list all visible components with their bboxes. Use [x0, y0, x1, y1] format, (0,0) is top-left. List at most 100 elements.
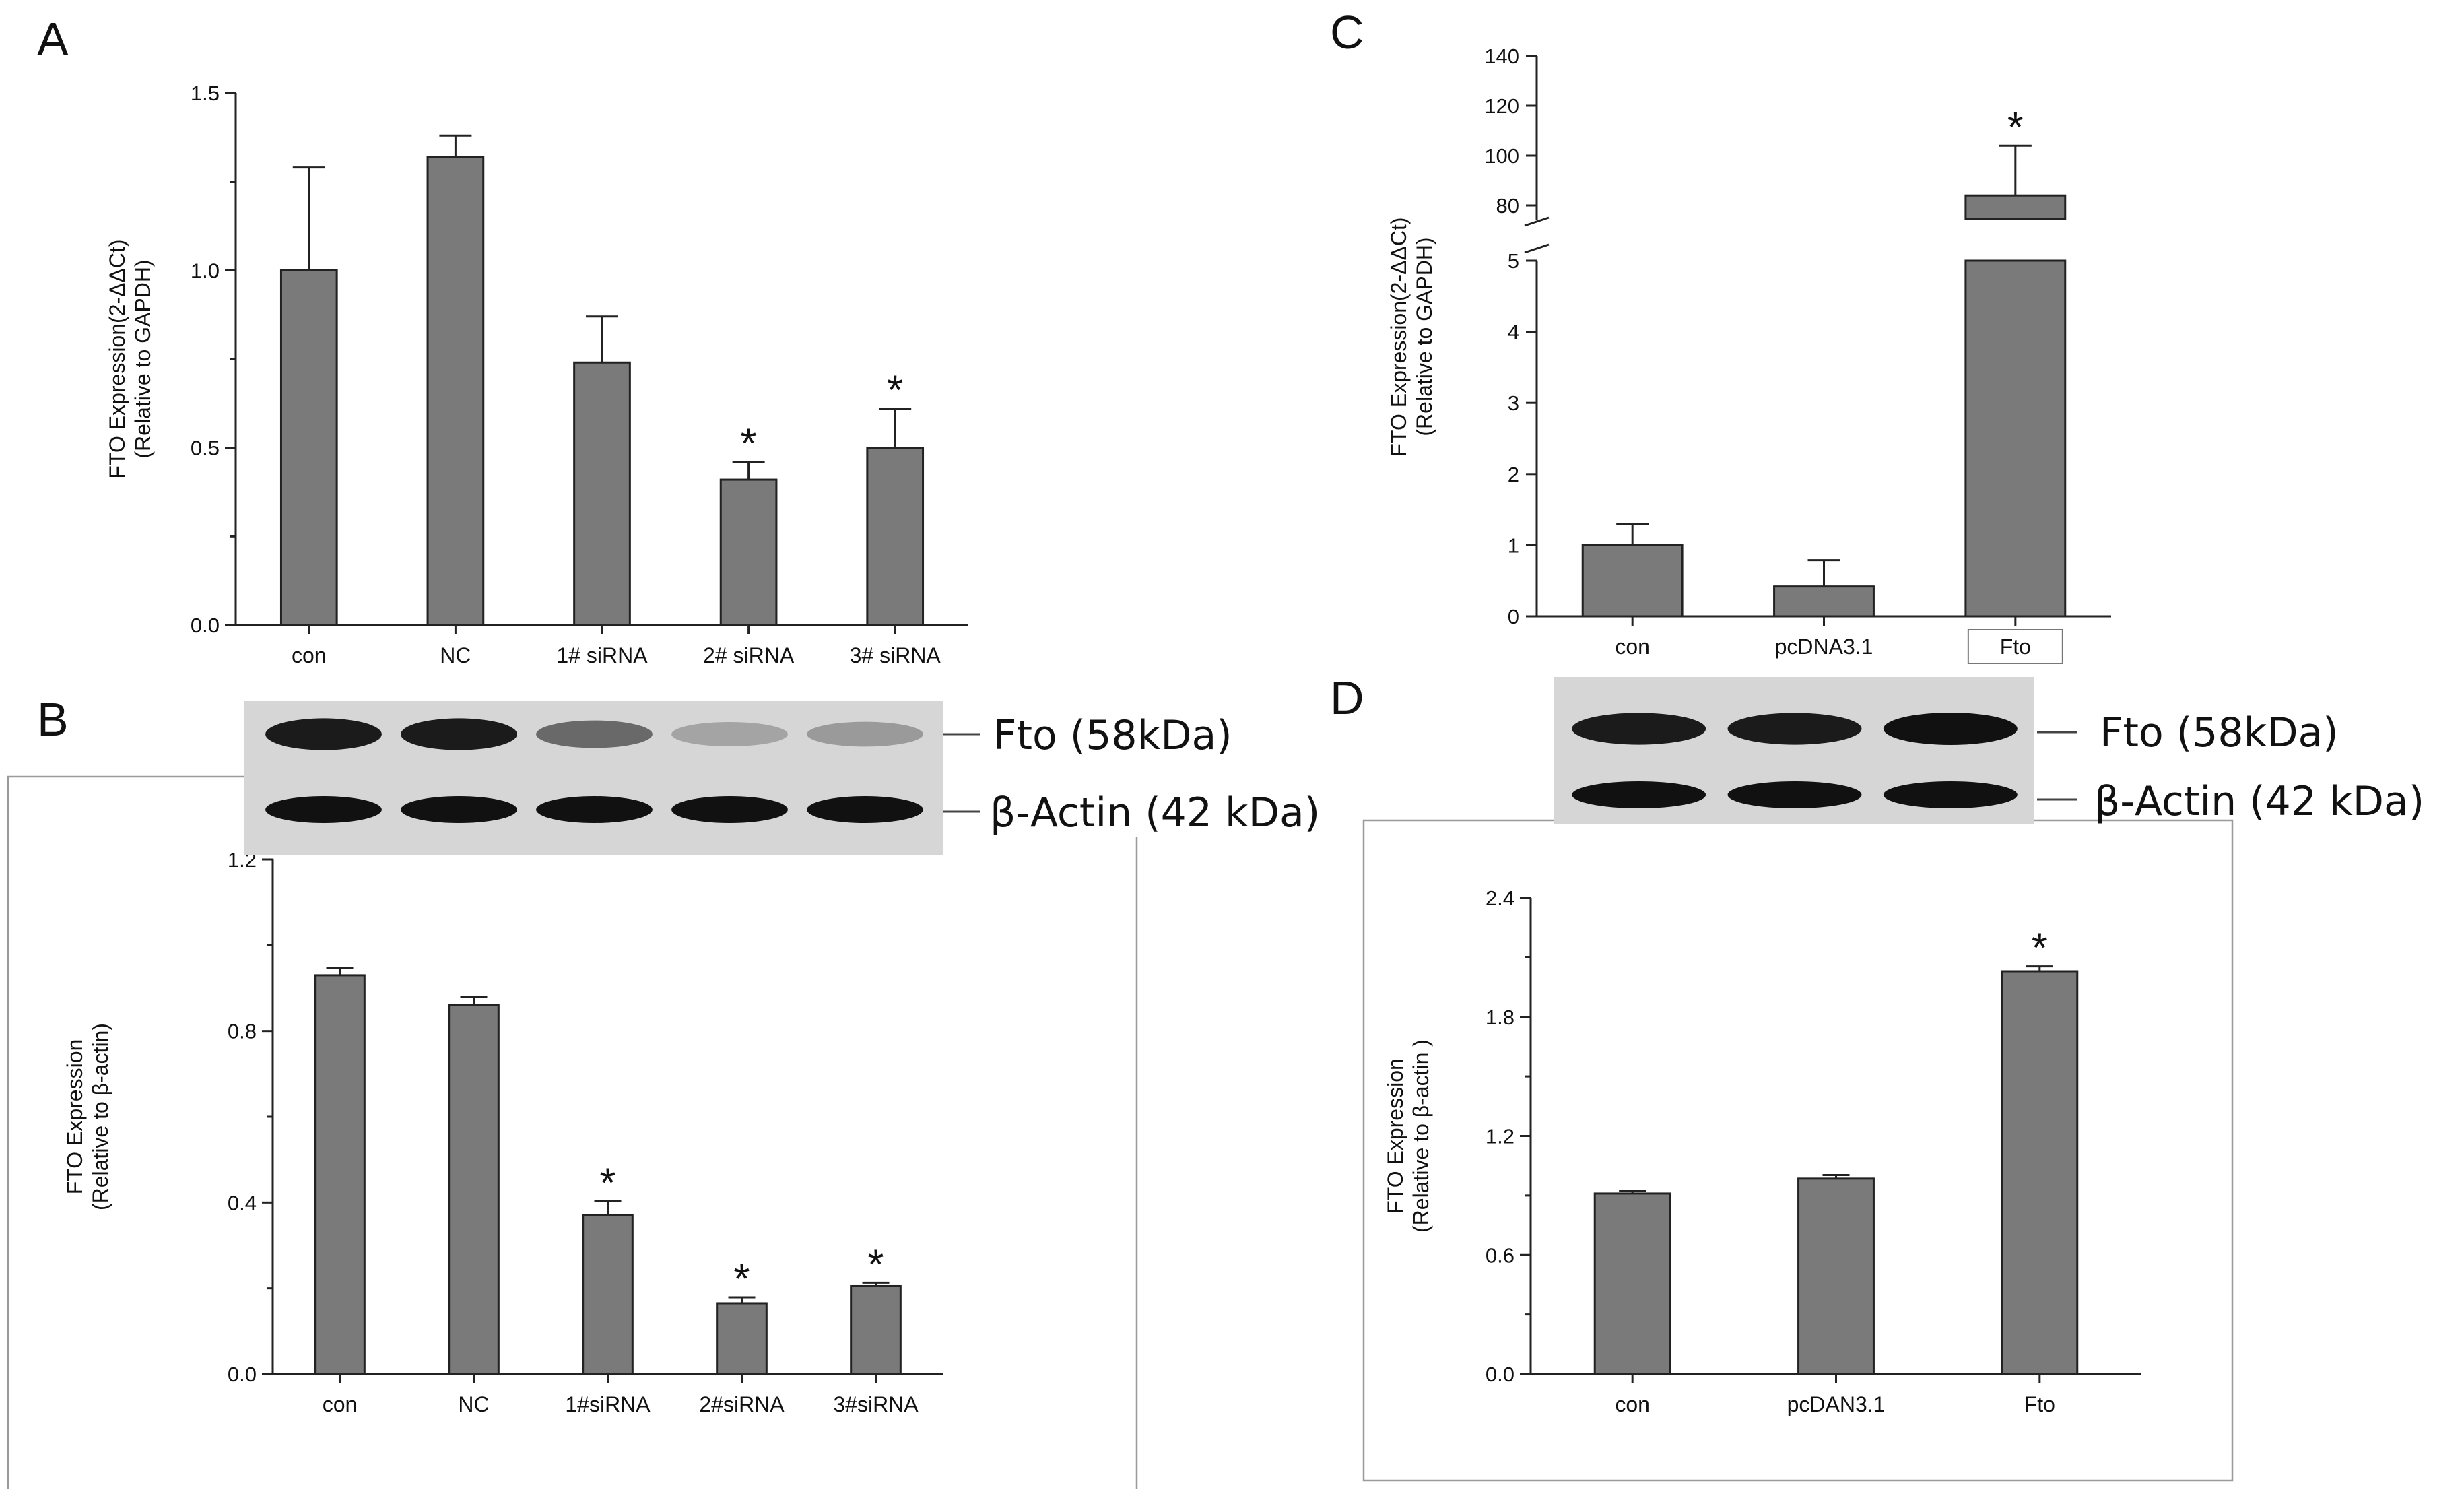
- chart-d-ylabel-line2: (Relative to β-actin ): [1409, 1039, 1433, 1233]
- chart-c-ytick-label: 2: [1508, 463, 1519, 486]
- chart-a-significance-star: *: [741, 421, 757, 467]
- chart-a-ylabel: FTO Expression(2-ΔΔCt): [105, 239, 129, 478]
- chart-a-bar: [279, 269, 338, 626]
- chart-b-xtick-label: NC: [458, 1392, 489, 1416]
- chart-d-ytick-label: 1.2: [1486, 1125, 1514, 1148]
- panel-letter-b: B: [37, 693, 69, 746]
- chart-a-bar: [573, 361, 631, 626]
- blot-d-actin-label: β-Actin (42 kDa): [2094, 778, 2424, 825]
- chart-b-xtick-label: con: [323, 1392, 358, 1416]
- chart-b-significance-star: *: [599, 1160, 615, 1206]
- chart-b-significance-star: *: [733, 1256, 750, 1303]
- chart-c-ytick-label: 0: [1508, 605, 1519, 628]
- chart-b-xtick-label: 3#siRNA: [833, 1392, 919, 1416]
- chart-a-xtick-label: 2# siRNA: [703, 643, 795, 667]
- blot-b-actin-band: [807, 796, 923, 823]
- panel-b-frame: [7, 775, 1138, 1489]
- blot-b-actin-band: [401, 796, 517, 823]
- chart-c-xtick-label: con: [1615, 634, 1650, 659]
- chart-a-significance-star: *: [887, 368, 903, 414]
- blot-b-fto-band: [265, 718, 382, 750]
- blot-d-fto-band: [1727, 713, 1862, 745]
- chart-d-ytick-label: 1.8: [1486, 1006, 1514, 1029]
- chart-a-ytick-label: 0.5: [191, 436, 220, 460]
- chart-c-ytick-label: 80: [1496, 194, 1519, 218]
- chart-c-significance-star: *: [2007, 104, 2024, 151]
- chart-c-bar-upper: [1964, 194, 2067, 220]
- chart-a-xtick-label: 1# siRNA: [556, 643, 648, 667]
- chart-d-ylabel: FTO Expression: [1383, 1058, 1407, 1214]
- chart-b-ylabel-line2: (Relative to β-actin): [88, 1023, 112, 1210]
- chart-a-ylabel-line2: (Relative to GAPDH): [131, 259, 155, 458]
- panel-letter-c: C: [1330, 6, 1364, 59]
- chart-b-xtick-label: 2#siRNA: [699, 1392, 785, 1416]
- chart-c-ytick-label: 140: [1484, 44, 1519, 68]
- chart-b-ytick-label: 0.0: [228, 1363, 257, 1386]
- chart-a-ytick-label: 1.5: [191, 82, 220, 105]
- chart-d-xtick-label: pcDAN3.1: [1787, 1392, 1886, 1416]
- chart-c-bar: [1964, 259, 2067, 618]
- chart-c-bar: [1773, 585, 1875, 618]
- western-blot-b: Fto (58kDa) β-Actin (42 kDa): [244, 701, 1320, 855]
- chart-d-bar: [1797, 1177, 1875, 1375]
- chart-a-bar: [866, 447, 925, 626]
- chart-c-ytick-label: 3: [1508, 391, 1519, 415]
- blot-b-fto-label: Fto (58kDa): [993, 712, 1232, 759]
- blot-b-fto-band: [536, 720, 653, 748]
- chart-b-bar: [716, 1302, 768, 1375]
- chart-a-ytick-label: 1.0: [191, 259, 220, 282]
- chart-c-ylabel-line2: (Relative to GAPDH): [1412, 237, 1436, 436]
- chart-panel-a: 0.0 0.5 1.0 1.5 con NC 1# siRNA 2# siRNA * 3# siR…: [105, 82, 968, 667]
- chart-c-ytick-label: 5: [1508, 249, 1519, 273]
- blot-b-fto-band: [401, 718, 517, 750]
- chart-b-ytick-label: 0.8: [228, 1020, 257, 1043]
- chart-c-ytick-label: 120: [1484, 94, 1519, 118]
- chart-d-xtick-label: Fto: [2024, 1392, 2055, 1416]
- blot-b-actin-band: [671, 796, 788, 823]
- panel-letter-d: D: [1330, 672, 1364, 724]
- blot-d-actin-band: [1883, 781, 2018, 808]
- blot-b-actin-label: β-Actin (42 kDa): [990, 789, 1320, 837]
- chart-b-significance-star: *: [867, 1241, 884, 1288]
- chart-b-ytick-label: 0.4: [228, 1191, 257, 1214]
- blot-b-actin-band: [536, 796, 653, 823]
- chart-c-xtick-label: Fto: [2000, 634, 2031, 659]
- chart-b-bar: [314, 974, 366, 1375]
- blot-b-actin-band: [265, 796, 382, 823]
- chart-d-bar: [2001, 970, 2079, 1375]
- chart-c-axis-break-mark: [1524, 216, 1550, 227]
- chart-d-xtick-label: con: [1615, 1392, 1650, 1416]
- chart-c-ylabel: FTO Expression(2-ΔΔCt): [1387, 217, 1411, 456]
- blot-b-fto-band: [807, 721, 923, 747]
- chart-a-ytick-label: 0.0: [191, 614, 220, 637]
- chart-c-ytick-label: 100: [1484, 144, 1519, 168]
- blot-d-fto-label: Fto (58kDa): [2100, 709, 2339, 756]
- chart-a-xtick-label: NC: [440, 643, 471, 667]
- chart-c-xtick-label: pcDNA3.1: [1775, 634, 1873, 659]
- chart-d-ytick-label: 2.4: [1486, 886, 1514, 910]
- chart-c-axis-break-mark: [1524, 243, 1550, 254]
- chart-a-bar: [719, 478, 778, 626]
- chart-d-bar: [1593, 1192, 1671, 1375]
- western-blot-d: Fto (58kDa) β-Actin (42 kDa): [1554, 677, 2424, 825]
- chart-b-bar: [448, 1004, 500, 1375]
- chart-c-bar: [1581, 544, 1684, 618]
- chart-b-ylabel: FTO Expression: [63, 1039, 87, 1195]
- blot-b-bands: [265, 718, 923, 823]
- chart-c-ytick-label: 1: [1508, 533, 1519, 557]
- chart-c-ytick-label: 4: [1508, 321, 1519, 344]
- chart-b-bar: [850, 1284, 902, 1375]
- panel-letter-a: A: [37, 13, 69, 65]
- chart-b-bar: [582, 1214, 634, 1375]
- chart-d-ytick-label: 0.6: [1486, 1243, 1514, 1267]
- chart-a-bar: [426, 156, 485, 626]
- chart-d-ytick-label: 0.0: [1486, 1363, 1514, 1386]
- blot-d-bands: [1572, 713, 2018, 808]
- blot-d-actin-band: [1572, 781, 1706, 808]
- blot-b-fto-band: [671, 722, 788, 746]
- blot-d-actin-band: [1727, 781, 1862, 808]
- chart-a-xtick-label: 3# siRNA: [850, 643, 941, 667]
- chart-c-xtick-label-box: [1967, 629, 2063, 664]
